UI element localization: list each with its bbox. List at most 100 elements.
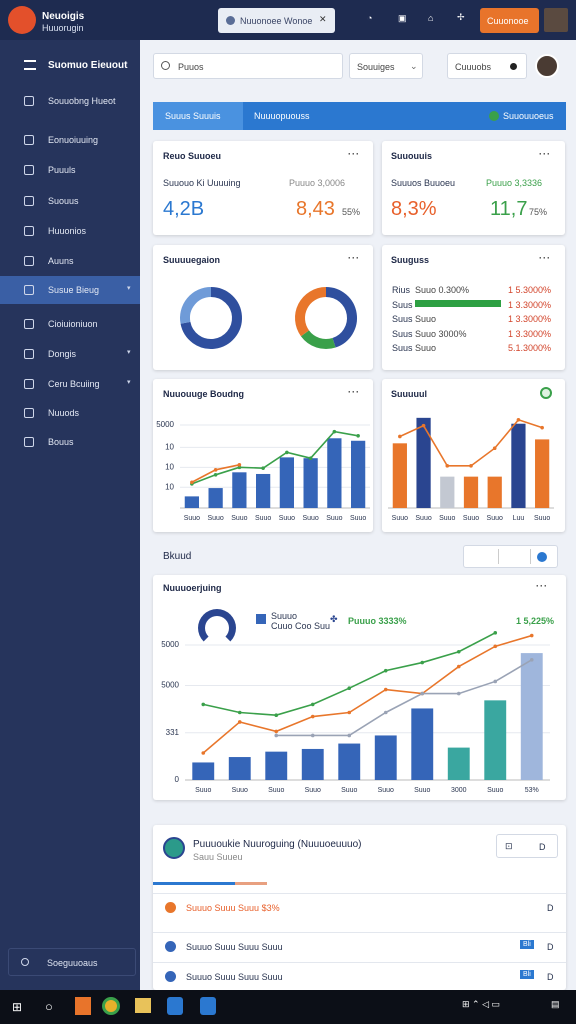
nav-item[interactable]: Auuns <box>0 247 140 275</box>
progress-card: Suuguss ··· Rius Suuo 0.300% 1 5.3000% Suus 1… <box>382 245 565 370</box>
search-box[interactable]: Nuuonoee Wonoe ✕ <box>218 8 335 33</box>
kpi-card: Reuo Suuoeu ··· Suuouo Ki Uuuuing Puuuo 3… <box>153 141 373 235</box>
chart-card: Nuuuoerjuing ··· Suuuo Cuuo Coo Suu ✤ Puu… <box>153 575 566 800</box>
action-box[interactable]: ⊡ D <box>496 834 558 858</box>
close-icon[interactable]: ✕ <box>319 14 327 24</box>
avatar[interactable] <box>535 54 559 78</box>
row-value: 1 3.3000% <box>508 299 552 310</box>
search-icon[interactable]: ○ <box>45 999 53 1014</box>
row-text: Suuuo Suuu Suuu Suuu <box>186 972 283 982</box>
menu[interactable]: ··· <box>539 253 551 263</box>
list-row[interactable]: Suuuo Suuu Suuu $3% D <box>153 893 566 919</box>
icon[interactable]: ▣ <box>398 13 407 23</box>
nav-item[interactable]: Eonuoiuuing <box>0 126 140 154</box>
nav-item[interactable]: Puuuls <box>0 156 140 184</box>
row-text: Suuuo Suuu Suuu Suuu <box>186 942 283 952</box>
tab-label[interactable]: Nuuuopuouss <box>254 111 310 121</box>
logo[interactable] <box>8 6 36 34</box>
icon: ⊡ <box>505 841 513 851</box>
nav-icon <box>24 256 34 266</box>
section-title: Bkuud <box>163 551 192 562</box>
status-text: Suuouuoeus <box>503 111 554 121</box>
nav-item[interactable]: Dongis ▾ <box>0 340 140 368</box>
row-detail: Suuo 3000% <box>415 328 467 339</box>
icon <box>537 552 547 562</box>
notification-icon[interactable]: ▤ <box>551 999 560 1009</box>
search-input[interactable]: Puuos <box>153 53 343 79</box>
start-button[interactable]: ⊞ <box>12 1000 23 1014</box>
icon[interactable]: ⌂ <box>428 13 434 23</box>
search-icon <box>226 16 235 25</box>
row-label: Suus <box>392 328 413 339</box>
app-icon[interactable] <box>135 998 151 1013</box>
nav-item[interactable]: Susue Bieug ▾ <box>0 276 140 304</box>
row-icon <box>165 971 176 982</box>
app-icon[interactable] <box>167 997 183 1015</box>
sidebar-footer[interactable]: Soeguuoaus <box>8 948 136 976</box>
taskbar: ⊞ ○ ⊞ ⌃ ◁ ▭ ▤ <box>0 990 576 1024</box>
status-icon[interactable] <box>540 387 552 399</box>
tab-active[interactable]: Suuus Suuuis <box>153 102 243 130</box>
app-icon[interactable] <box>102 997 120 1015</box>
menu[interactable]: ··· <box>539 149 551 159</box>
metric-label: Suuuos Buuoeu <box>391 178 456 188</box>
nav-item[interactable]: Nuuods <box>0 399 140 427</box>
card-title: Nuuuoerjuing <box>163 583 222 593</box>
card-icon <box>163 837 185 859</box>
nav-label: Cioiuioniuon <box>48 319 98 329</box>
nav-item[interactable]: Bouus <box>0 428 140 456</box>
nav-icon <box>24 319 34 329</box>
list-row[interactable]: Suuuo Suuu Suuu Suuu Bli D <box>153 962 566 988</box>
search-text: Puuos <box>178 62 204 72</box>
nav-item[interactable]: Ceru Bcuiing ▾ <box>0 370 140 398</box>
card-title: Reuo Suuoeu <box>163 151 221 161</box>
nav-label: Ceru Bcuiing <box>48 379 100 389</box>
banner: Suuus Suuuis Nuuuopuouss Suuouuoeus <box>153 102 566 130</box>
row-value: 1 5.3000% <box>508 285 552 295</box>
nav-item[interactable]: Suouus <box>0 187 140 215</box>
progress-bar <box>415 300 501 307</box>
nav-icon <box>24 285 34 295</box>
card-title: Suuuuegaion <box>163 255 220 265</box>
tray-icon[interactable]: ⊞ ⌃ ◁ ▭ <box>462 999 501 1009</box>
row-label: Rius <box>392 285 411 295</box>
menu[interactable]: ··· <box>348 149 360 159</box>
menu[interactable]: ··· <box>536 581 548 591</box>
metric-value: 8,3% <box>391 198 437 220</box>
legend-change: 1 5,225% <box>516 616 555 626</box>
menu[interactable]: ··· <box>348 387 360 397</box>
icon[interactable]: ◔ <box>367 13 373 23</box>
nav-item[interactable]: Souuobng Hueot <box>0 87 140 115</box>
chart-card: Nuuouuge Boudng ··· <box>153 379 373 532</box>
action-button[interactable]: Cuuonooe <box>480 8 539 33</box>
app-icon[interactable] <box>200 997 216 1015</box>
menu-icon[interactable] <box>24 60 36 70</box>
nav-item[interactable]: Huuonios <box>0 217 140 245</box>
row-action: D <box>547 972 554 982</box>
sidebar-header: Suomuo Eieuout <box>48 60 128 71</box>
metric-note: Puuuo 3,3336 <box>486 178 543 188</box>
nav-item[interactable]: Cioiuioniuon <box>0 310 140 338</box>
divider <box>498 549 499 564</box>
menu[interactable]: ··· <box>348 253 360 263</box>
account-box[interactable]: Cuuuobs <box>447 53 527 79</box>
filter-dropdown[interactable]: Souuiges ⌄ <box>349 53 423 79</box>
list-card: Puuuoukie Nuuroguing (Nuuuoeuuuo) Sauu S… <box>153 825 566 990</box>
section-controls[interactable] <box>463 545 558 568</box>
icon[interactable]: ✢ <box>457 12 465 22</box>
app-icon[interactable] <box>75 997 91 1015</box>
card-title: Suuuuul <box>391 389 427 399</box>
row-icon <box>165 902 176 913</box>
row-label: Suus <box>392 314 413 324</box>
card-title: Suuouuis <box>391 151 432 161</box>
row-action: D <box>547 903 554 913</box>
nav-icon <box>24 379 34 389</box>
nav-icon <box>24 226 34 236</box>
list-row[interactable]: Suuuo Suuu Suuu Suuu Bli D <box>153 932 566 958</box>
avatar[interactable] <box>544 8 568 32</box>
nav-icon <box>24 196 34 206</box>
nav-label: Souuobng Hueot <box>48 96 116 106</box>
metric-value-alt: 11,7 <box>490 198 528 220</box>
row-value: 1 3.3000% <box>508 328 552 339</box>
nav-label: Suouus <box>48 196 79 206</box>
